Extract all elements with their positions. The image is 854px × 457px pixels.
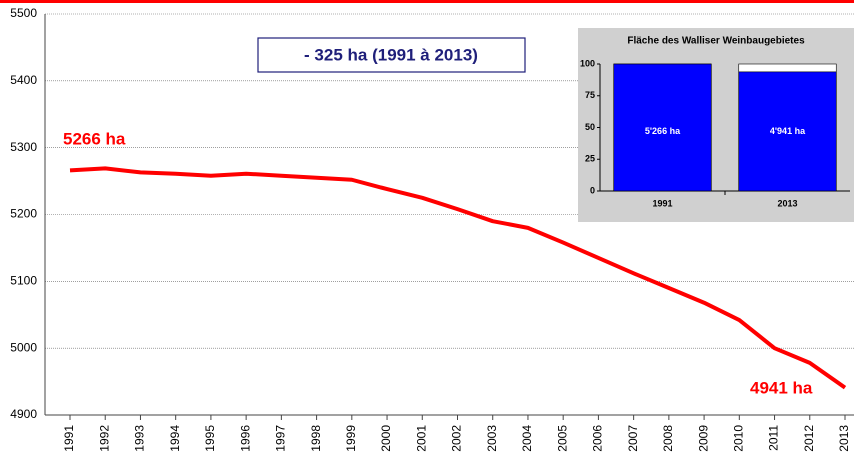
x-tick-label: 2006: [591, 425, 605, 452]
x-tick-label: 2000: [379, 425, 393, 452]
x-tick-label: 1991: [62, 425, 76, 452]
x-tick-label: 1993: [133, 425, 147, 452]
y-tick-label: 5300: [10, 140, 37, 154]
y-tick-label: 5100: [10, 274, 37, 288]
x-tick-label: 1996: [238, 425, 252, 452]
bar: [738, 71, 837, 192]
x-tick-label: 2013: [777, 198, 797, 208]
y-tick-label: 5400: [10, 73, 37, 87]
annotation: 5266 ha: [63, 129, 126, 148]
x-tick-label: 1991: [652, 198, 672, 208]
x-tick-label: 2013: [837, 425, 851, 452]
y-tick-label: 75: [585, 90, 595, 100]
bar-annotation: 5'266 ha: [645, 126, 681, 136]
x-tick-label: 1994: [168, 425, 182, 452]
y-tick-label: 5200: [10, 207, 37, 221]
bar-annotation: 4'941 ha: [770, 126, 806, 136]
x-tick-label: 2005: [555, 425, 569, 452]
x-tick-label: 2010: [731, 425, 745, 452]
x-tick-label: 2004: [520, 425, 534, 452]
x-tick-label: 1998: [309, 425, 323, 452]
x-tick-label: 2003: [485, 425, 499, 452]
bar: [613, 63, 712, 192]
y-tick-label: 25: [585, 154, 595, 164]
x-tick-label: 1999: [344, 425, 358, 452]
x-tick-label: 2001: [414, 425, 428, 452]
x-tick-label: 2009: [696, 425, 710, 452]
y-tick-label: 4900: [10, 407, 37, 421]
annotation: 4941 ha: [750, 378, 813, 397]
top-band: [0, 0, 854, 3]
x-tick-label: 2002: [450, 425, 464, 452]
inset-title: Fläche des Walliser Weinbaugebietes: [627, 36, 805, 47]
bar-chart: 0 25 50 75 100 5'266 ha 1991 4'941 ha 2013: [580, 58, 850, 208]
x-tick-label: 2011: [767, 425, 781, 451]
x-tick-label: 2012: [802, 425, 816, 452]
y-tick-label: 0: [590, 185, 595, 195]
y-tick-label: 5500: [10, 6, 37, 20]
y-tick-label: 50: [585, 122, 595, 132]
line-chart: 4900 5000 5100 5200 5300 5400 5500 1991 1992 1993…: [10, 6, 854, 452]
y-tick-label: 5000: [10, 340, 37, 354]
x-tick-label: 1995: [203, 425, 217, 452]
x-tick-label: 1992: [97, 425, 111, 452]
x-tick-label: 2008: [661, 425, 675, 452]
annotation-box: [257, 37, 526, 73]
annotation: - 325 ha (1991 à 2013): [304, 45, 478, 64]
x-tick-label: 2007: [626, 425, 640, 452]
x-tick-label: 1997: [274, 425, 288, 452]
y-tick-label: 100: [580, 58, 595, 68]
line: [69, 166, 847, 390]
